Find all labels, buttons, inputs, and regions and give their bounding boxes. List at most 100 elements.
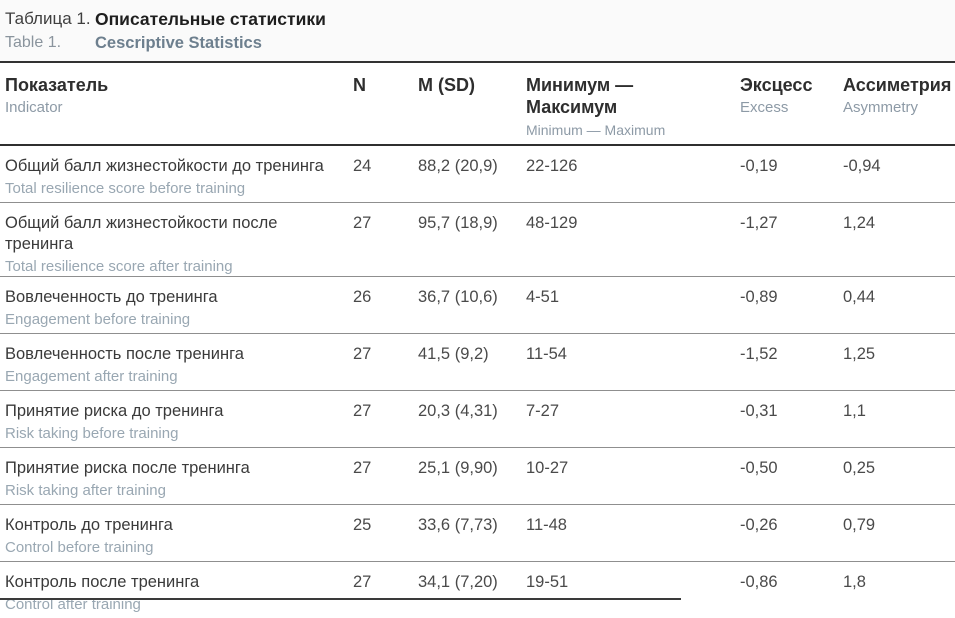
cell-n: 27 [350, 203, 415, 277]
excess-value: -0,26 [740, 515, 840, 536]
indicator-en: Total resilience score before training [5, 179, 350, 198]
col-header-min-max: Минимум — Максимум Minimum — Maximum [523, 63, 737, 145]
cell-min-max: 19-51 [523, 562, 737, 618]
col-header-indicator: Показатель Indicator [0, 63, 350, 145]
paper-table-page: { "caption": { "label_ru": "Таблица 1.",… [0, 0, 955, 600]
cell-n: 27 [350, 562, 415, 618]
asymmetry-value: -0,94 [843, 156, 955, 177]
excess-value: -0,19 [740, 156, 840, 177]
cell-excess: -0,50 [737, 448, 840, 505]
col-header-excess-ru: Эксцесс [740, 74, 840, 96]
cell-excess: -0,86 [737, 562, 840, 618]
caption-title-ru: Описательные статистики [95, 9, 326, 29]
col-header-asymmetry: Ассиметрия Asymmetry [840, 63, 955, 145]
cell-min-max: 10-27 [523, 448, 737, 505]
table-row: Вовлеченность после тренинга Engagement … [0, 334, 955, 391]
cell-asymmetry: 1,25 [840, 334, 955, 391]
table-row: Принятие риска после тренинга Risk takin… [0, 448, 955, 505]
n-value: 27 [353, 344, 415, 365]
n-value: 27 [353, 458, 415, 479]
col-header-asymmetry-ru: Ассиметрия [843, 74, 955, 96]
table-row: Контроль после тренинга Control after tr… [0, 562, 955, 618]
n-value: 27 [353, 401, 415, 422]
indicator-ru: Контроль до тренинга [5, 515, 350, 536]
excess-value: -0,89 [740, 287, 840, 308]
col-header-n-label: N [353, 74, 415, 96]
cell-n: 24 [350, 145, 415, 203]
indicator-ru: Контроль после тренинга [5, 572, 350, 593]
min-max-value: 4-51 [526, 287, 737, 308]
cell-indicator: Принятие риска после тренинга Risk takin… [0, 448, 350, 505]
excess-value: -1,52 [740, 344, 840, 365]
asymmetry-value: 1,25 [843, 344, 955, 365]
col-header-m-sd-label: M (SD) [418, 74, 523, 96]
table-caption: Таблица 1.Описательные статистики Table … [0, 0, 955, 63]
cell-m-sd: 95,7 (18,9) [415, 203, 523, 277]
col-header-n: N [350, 63, 415, 145]
cell-indicator: Контроль после тренинга Control after tr… [0, 562, 350, 618]
cell-m-sd: 34,1 (7,20) [415, 562, 523, 618]
indicator-ru: Вовлеченность до тренинга [5, 287, 350, 308]
indicator-ru: Принятие риска до тренинга [5, 401, 350, 422]
indicator-en: Control before training [5, 538, 350, 557]
col-header-indicator-en: Indicator [5, 99, 350, 117]
table-row: Вовлеченность до тренинга Engagement bef… [0, 277, 955, 334]
cell-asymmetry: 1,8 [840, 562, 955, 618]
cell-asymmetry: 1,1 [840, 391, 955, 448]
min-max-value: 11-54 [526, 344, 737, 365]
m-sd-value: 33,6 (7,73) [418, 515, 523, 536]
m-sd-value: 20,3 (4,31) [418, 401, 523, 422]
min-max-value: 48-129 [526, 213, 737, 234]
min-max-value: 7-27 [526, 401, 737, 422]
cell-n: 25 [350, 505, 415, 562]
m-sd-value: 34,1 (7,20) [418, 572, 523, 593]
indicator-ru: Принятие риска после тренинга [5, 458, 350, 479]
excess-value: -0,50 [740, 458, 840, 479]
caption-row-en: Table 1.Cescriptive Statistics [5, 32, 945, 55]
cell-m-sd: 41,5 (9,2) [415, 334, 523, 391]
cell-indicator: Вовлеченность до тренинга Engagement bef… [0, 277, 350, 334]
cell-asymmetry: 0,79 [840, 505, 955, 562]
cell-indicator: Общий балл жизнестойкости до тренинга To… [0, 145, 350, 203]
m-sd-value: 36,7 (10,6) [418, 287, 523, 308]
col-header-excess-en: Excess [740, 99, 840, 117]
asymmetry-value: 1,8 [843, 572, 955, 593]
cell-m-sd: 20,3 (4,31) [415, 391, 523, 448]
indicator-ru: Общий балл жизнестойкости до тренинга [5, 156, 350, 177]
cell-n: 27 [350, 334, 415, 391]
cell-asymmetry: -0,94 [840, 145, 955, 203]
cell-indicator: Вовлеченность после тренинга Engagement … [0, 334, 350, 391]
table-row: Принятие риска до тренинга Risk taking b… [0, 391, 955, 448]
min-max-value: 22-126 [526, 156, 737, 177]
cell-min-max: 4-51 [523, 277, 737, 334]
cell-m-sd: 88,2 (20,9) [415, 145, 523, 203]
asymmetry-value: 1,1 [843, 401, 955, 422]
caption-label-ru: Таблица 1. [5, 8, 95, 30]
cell-m-sd: 36,7 (10,6) [415, 277, 523, 334]
cell-excess: -0,19 [737, 145, 840, 203]
header-row: Показатель Indicator N M (SD) Минимум — … [0, 63, 955, 145]
cell-indicator: Контроль до тренинга Control before trai… [0, 505, 350, 562]
cell-excess: -1,52 [737, 334, 840, 391]
m-sd-value: 41,5 (9,2) [418, 344, 523, 365]
descriptive-statistics-table: Показатель Indicator N M (SD) Минимум — … [0, 63, 955, 618]
min-max-value: 10-27 [526, 458, 737, 479]
col-header-asymmetry-en: Asymmetry [843, 99, 955, 117]
n-value: 25 [353, 515, 415, 536]
min-max-value: 19-51 [526, 572, 737, 593]
cell-asymmetry: 0,25 [840, 448, 955, 505]
cell-n: 27 [350, 448, 415, 505]
cell-excess: -1,27 [737, 203, 840, 277]
table-row: Общий балл жизнестойкости до тренинга To… [0, 145, 955, 203]
cell-n: 27 [350, 391, 415, 448]
indicator-en: Risk taking after training [5, 481, 350, 500]
cell-excess: -0,89 [737, 277, 840, 334]
asymmetry-value: 1,24 [843, 213, 955, 234]
col-header-excess: Эксцесс Excess [737, 63, 840, 145]
col-header-min-max-ru: Минимум — Максимум [526, 74, 676, 118]
cell-m-sd: 25,1 (9,90) [415, 448, 523, 505]
indicator-en: Engagement after training [5, 367, 350, 386]
col-header-min-max-en: Minimum — Maximum [526, 121, 737, 139]
indicator-ru: Вовлеченность после тренинга [5, 344, 350, 365]
indicator-en: Risk taking before training [5, 424, 350, 443]
